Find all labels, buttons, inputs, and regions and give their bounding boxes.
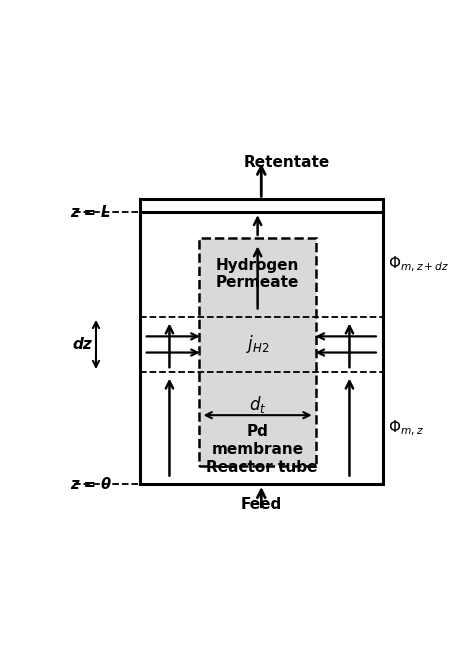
Text: Hydrogen
Permeate: Hydrogen Permeate: [216, 257, 299, 290]
Text: $\Phi_{m,z}$: $\Phi_{m,z}$: [388, 419, 424, 438]
Text: Reactor tube: Reactor tube: [206, 460, 317, 475]
Text: z = L: z = L: [70, 204, 110, 219]
Text: Retentate: Retentate: [244, 155, 330, 170]
Text: $d_t$: $d_t$: [249, 394, 266, 415]
Text: Feed: Feed: [241, 496, 282, 511]
Text: Pd
membrane: Pd membrane: [211, 424, 304, 456]
Bar: [140, 212, 383, 484]
Text: z = 0: z = 0: [70, 477, 111, 492]
Bar: [199, 238, 316, 466]
Text: $j_{H2}$: $j_{H2}$: [246, 334, 269, 355]
Text: dz: dz: [73, 337, 92, 352]
Text: $\Phi_{m,z+dz}$: $\Phi_{m,z+dz}$: [388, 255, 449, 274]
